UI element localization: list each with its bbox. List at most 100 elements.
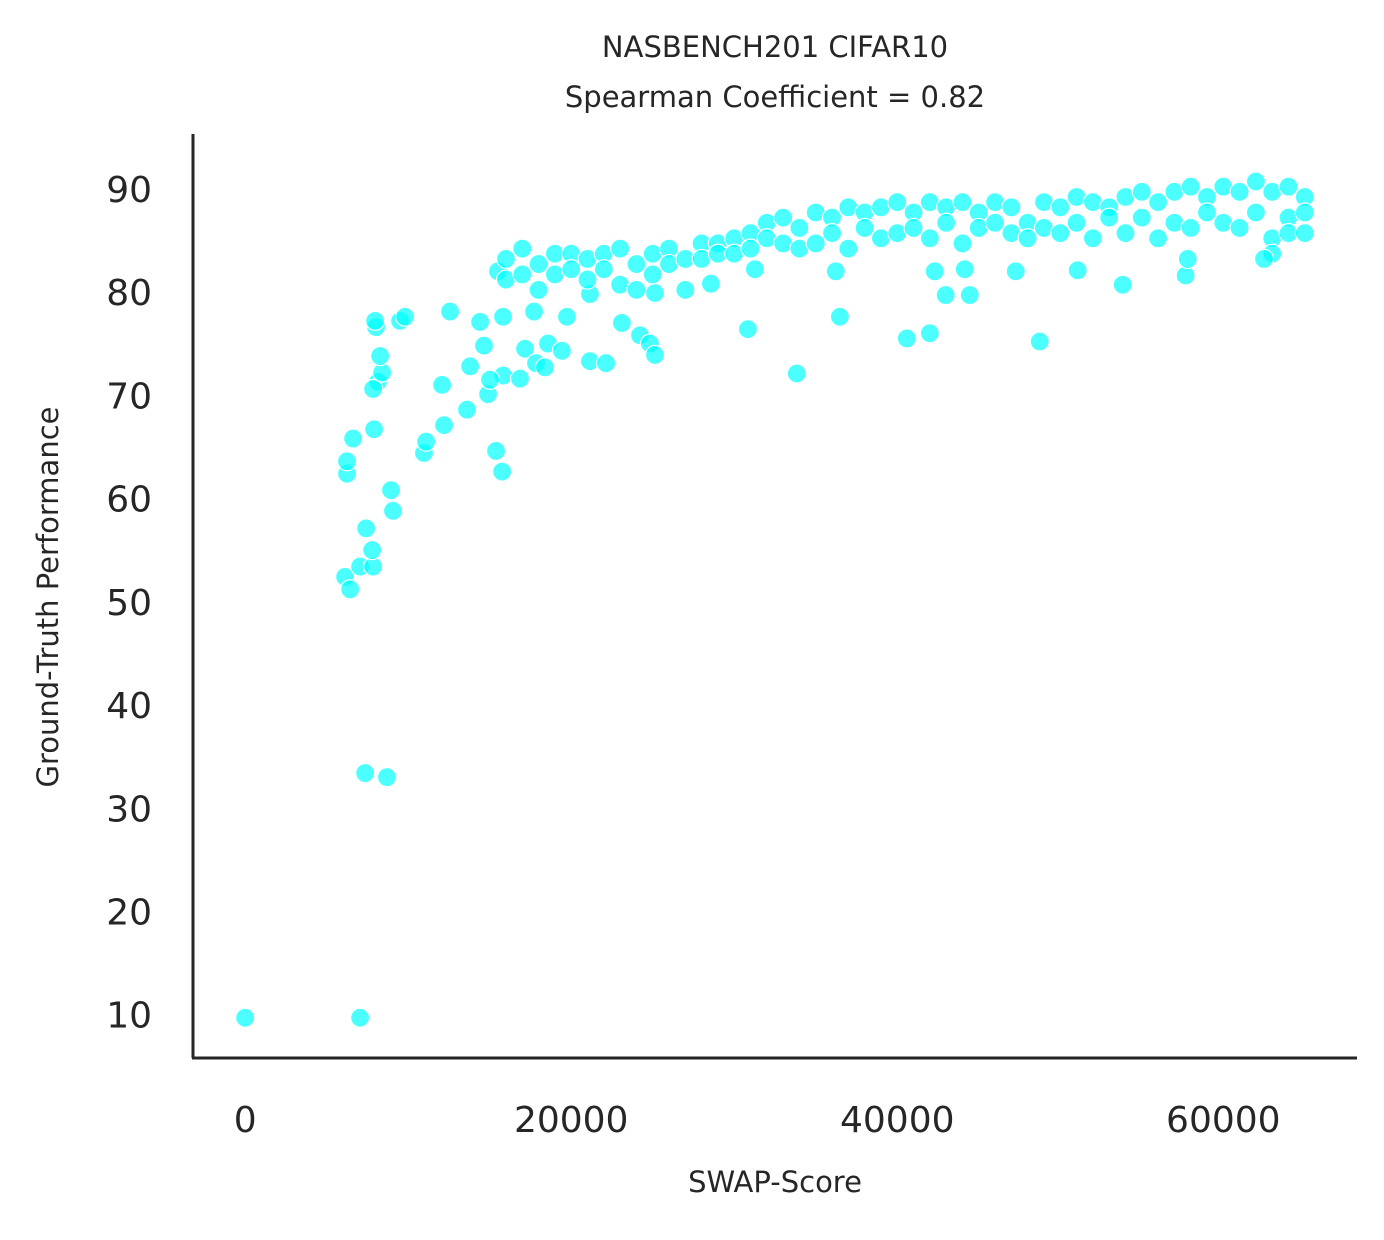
point	[919, 323, 940, 344]
point	[380, 480, 402, 501]
point	[919, 228, 940, 249]
point	[821, 223, 843, 244]
point	[773, 207, 794, 228]
point	[740, 238, 761, 259]
point	[1253, 248, 1275, 270]
point	[336, 451, 358, 472]
point	[903, 217, 924, 239]
point	[1245, 202, 1267, 223]
point	[1001, 197, 1022, 218]
point	[1131, 181, 1152, 202]
point	[896, 328, 917, 349]
y-tick-label: 80	[106, 273, 152, 314]
point	[528, 253, 549, 275]
point	[364, 310, 386, 331]
point	[786, 363, 807, 384]
point	[469, 311, 491, 332]
point	[700, 273, 722, 294]
point	[528, 279, 549, 300]
y-tick-label: 40	[106, 686, 152, 727]
point	[611, 312, 633, 334]
point	[512, 238, 533, 259]
point	[959, 284, 980, 306]
point	[829, 306, 850, 327]
chart-title: NASBENCH201 CIFAR10	[602, 30, 948, 64]
point	[376, 767, 398, 788]
point	[235, 1007, 256, 1028]
point	[439, 301, 461, 322]
point	[1148, 192, 1169, 213]
point	[610, 238, 631, 259]
point	[350, 1007, 371, 1028]
point	[1067, 260, 1088, 281]
point	[432, 374, 453, 395]
point	[924, 261, 945, 282]
point	[1245, 171, 1267, 192]
point	[509, 368, 531, 389]
point	[433, 415, 455, 436]
point	[355, 762, 376, 784]
point	[1131, 207, 1152, 228]
chart-subtitle: Spearman Coefficient = 0.82	[565, 80, 985, 114]
point	[523, 301, 545, 322]
point	[485, 440, 507, 462]
point	[382, 500, 404, 521]
x-tick-label: 60000	[1166, 1100, 1281, 1141]
y-tick-label: 90	[106, 170, 152, 211]
point	[626, 279, 647, 300]
point	[593, 259, 614, 280]
point	[1278, 176, 1299, 197]
point	[954, 259, 975, 280]
point	[642, 264, 663, 285]
point	[644, 282, 666, 304]
point	[1050, 197, 1071, 218]
point	[744, 259, 766, 280]
point	[1099, 207, 1120, 228]
point	[340, 579, 361, 600]
point	[1180, 176, 1201, 197]
point	[561, 259, 582, 280]
point	[737, 319, 759, 340]
point	[460, 356, 481, 377]
point	[342, 428, 364, 449]
point	[534, 357, 556, 378]
point	[1112, 274, 1133, 295]
x-axis-label: SWAP-Score	[688, 1165, 862, 1199]
point	[394, 306, 416, 327]
point	[1148, 228, 1169, 249]
y-tick-label: 60	[106, 480, 152, 521]
point	[1196, 202, 1218, 223]
y-tick-label: 10	[106, 996, 152, 1037]
point	[675, 279, 696, 300]
point	[1294, 202, 1315, 223]
point	[952, 233, 973, 254]
x-tick-label: 20000	[514, 1100, 629, 1141]
point	[577, 269, 598, 290]
point	[838, 238, 859, 259]
point	[887, 192, 908, 213]
point	[1050, 223, 1071, 244]
point	[644, 344, 666, 366]
point	[984, 212, 1006, 233]
point	[1229, 217, 1250, 239]
point	[362, 539, 383, 561]
point	[512, 264, 533, 285]
x-tick-label: 40000	[840, 1100, 955, 1141]
point	[556, 306, 578, 327]
point	[356, 518, 377, 539]
point	[626, 253, 647, 275]
point	[456, 399, 478, 420]
point	[1066, 212, 1087, 233]
point	[1017, 228, 1038, 249]
point	[363, 378, 384, 400]
point	[364, 419, 385, 440]
point	[370, 345, 391, 367]
point	[514, 338, 536, 359]
point	[495, 248, 517, 270]
point	[479, 369, 501, 390]
points	[235, 171, 1315, 1028]
point	[1294, 223, 1315, 244]
point	[854, 217, 875, 239]
point	[492, 306, 514, 327]
